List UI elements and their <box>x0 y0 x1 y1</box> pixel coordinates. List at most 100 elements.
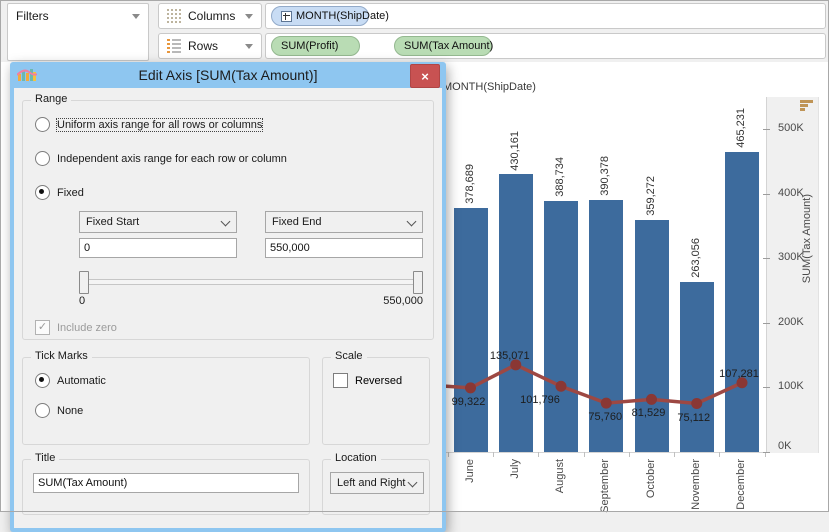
location-dropdown[interactable]: Left and Right <box>330 472 424 494</box>
slider-track[interactable] <box>79 279 423 285</box>
bar-value-label: 465,231 <box>735 107 747 148</box>
include-zero-checkbox-row: ✓ Include zero <box>35 320 423 335</box>
radio-independent-axis[interactable]: Independent axis range for each row or c… <box>35 151 423 166</box>
columns-shelf[interactable]: MONTH(ShipDate) <box>265 3 826 29</box>
dropdown-value: Left and Right <box>337 477 406 489</box>
line-value-label: 107,281 <box>719 367 759 380</box>
bar-mark-august[interactable] <box>544 201 578 452</box>
radio-automatic[interactable]: Automatic <box>35 373 297 388</box>
pill-label: MONTH(ShipDate) <box>296 10 389 22</box>
x-axis-tick <box>493 452 495 457</box>
shelf-bar: Filters Columns MONTH(ShipDate) Rows SUM… <box>0 0 829 62</box>
bar-value-label: 430,161 <box>508 130 521 171</box>
rows-icon <box>167 39 181 53</box>
y-axis-tick <box>763 258 770 260</box>
bar-value-label: 359,272 <box>644 176 657 217</box>
line-marker-august[interactable] <box>555 380 567 392</box>
line-marker-july[interactable] <box>510 359 522 371</box>
slider-handle-min[interactable] <box>79 271 89 294</box>
line-marker-june[interactable] <box>465 382 476 394</box>
range-slider[interactable] <box>79 271 423 294</box>
bar-value-label: 378,689 <box>463 163 476 204</box>
x-axis-label-june: June <box>463 459 476 483</box>
pill-sum-tax-amount[interactable]: SUM(Tax Amount) <box>394 36 493 56</box>
fixed-start-input[interactable] <box>79 238 237 258</box>
radio-icon-selected[interactable] <box>35 185 50 200</box>
columns-shelf-label[interactable]: Columns <box>158 3 262 29</box>
bar-mark-december[interactable] <box>725 151 759 452</box>
radio-none[interactable]: None <box>35 403 297 418</box>
title-group: Title <box>22 452 310 515</box>
line-value-label: 75,112 <box>677 411 711 424</box>
line-marker-december[interactable] <box>736 377 748 389</box>
chevron-down-icon[interactable] <box>245 43 253 49</box>
radio-uniform-axis[interactable]: Uniform axis range for all rows or colum… <box>35 117 423 132</box>
fixed-end-dropdown[interactable]: Fixed End <box>265 211 423 233</box>
rows-shelf[interactable]: SUM(Profit) SUM(Tax Amount) <box>265 33 826 59</box>
expand-plus-icon[interactable] <box>281 10 292 22</box>
radio-label: None <box>57 404 84 417</box>
reversed-checkbox-row[interactable]: Reversed <box>333 373 419 388</box>
line-marker-september[interactable] <box>600 397 612 409</box>
columns-icon <box>167 9 181 23</box>
radio-fixed[interactable]: Fixed <box>35 185 423 200</box>
dialog-title: Edit Axis [SUM(Tax Amount)] <box>138 67 318 83</box>
range-legend: Range <box>31 93 72 105</box>
fixed-start-dropdown[interactable]: Fixed Start <box>79 211 237 233</box>
x-axis-label-october: October <box>644 459 657 499</box>
chart-icon <box>17 69 37 81</box>
title-legend: Title <box>31 452 60 464</box>
y-axis-area[interactable] <box>767 97 819 453</box>
radio-icon[interactable] <box>35 117 50 132</box>
column-field-header: MONTH(ShipDate) <box>443 81 536 93</box>
rows-shelf-label[interactable]: Rows <box>158 33 262 59</box>
range-group: Range Uniform axis range for all rows or… <box>22 93 434 340</box>
close-icon: × <box>421 68 429 84</box>
fixed-end-input[interactable] <box>265 238 423 258</box>
x-axis-tick <box>764 452 766 457</box>
bar-mark-july[interactable] <box>498 174 533 452</box>
scale-legend: Scale <box>331 350 367 362</box>
chevron-down-icon[interactable] <box>132 13 140 19</box>
axis-title-input[interactable] <box>33 473 299 493</box>
checkbox-checked-icon: ✓ <box>35 320 50 335</box>
radio-icon-selected[interactable] <box>35 373 50 388</box>
pane-right-border <box>766 97 767 453</box>
slider-handle-max[interactable] <box>413 271 423 294</box>
pill-month-shipdate[interactable]: MONTH(ShipDate) <box>271 6 389 26</box>
line-marker-october[interactable] <box>646 393 657 405</box>
bar-value-label: 263,056 <box>689 238 702 279</box>
checkbox-label: Include zero <box>57 321 117 334</box>
chevron-down-icon[interactable] <box>245 13 253 19</box>
bar-mark-november[interactable] <box>679 282 714 452</box>
x-axis-tick <box>583 452 585 457</box>
filters-label: Filters <box>16 9 49 23</box>
radio-icon[interactable] <box>35 403 50 418</box>
tick-marks-legend: Tick Marks <box>31 350 92 362</box>
bar-value-label: 390,378 <box>599 156 612 197</box>
radio-label: Fixed <box>57 186 84 199</box>
y-axis-tick-label: 400K <box>778 186 804 199</box>
pill-sum-profit[interactable]: SUM(Profit) <box>271 36 360 56</box>
dialog-titlebar[interactable]: Edit Axis [SUM(Tax Amount)] × <box>10 62 446 88</box>
bar-mark-september[interactable] <box>589 200 624 452</box>
y-axis-tick-label: 300K <box>778 251 804 264</box>
filters-shelf[interactable]: Filters <box>7 3 149 61</box>
bar-mark-october[interactable] <box>634 220 669 452</box>
line-value-label: 101,796 <box>520 394 560 407</box>
y-axis-tick-label: 0K <box>778 440 792 452</box>
edit-axis-dialog: Edit Axis [SUM(Tax Amount)] × Range Unif… <box>10 62 446 532</box>
sort-descending-icon[interactable] <box>800 100 814 114</box>
close-button[interactable]: × <box>410 64 440 88</box>
bar-mark-june[interactable] <box>453 207 488 452</box>
checkbox-label: Reversed <box>355 374 403 387</box>
y-axis-tick <box>763 387 770 389</box>
radio-icon[interactable] <box>35 151 50 166</box>
line-marker-november[interactable] <box>691 398 703 410</box>
y-axis-tick <box>763 193 770 195</box>
checkbox-unchecked-icon[interactable] <box>333 373 348 388</box>
location-group: Location Left and Right <box>322 452 430 515</box>
line-value-label: 75,760 <box>588 411 623 424</box>
dialog-body: Range Uniform axis range for all rows or… <box>14 88 442 528</box>
x-axis-label-november: November <box>689 459 702 510</box>
